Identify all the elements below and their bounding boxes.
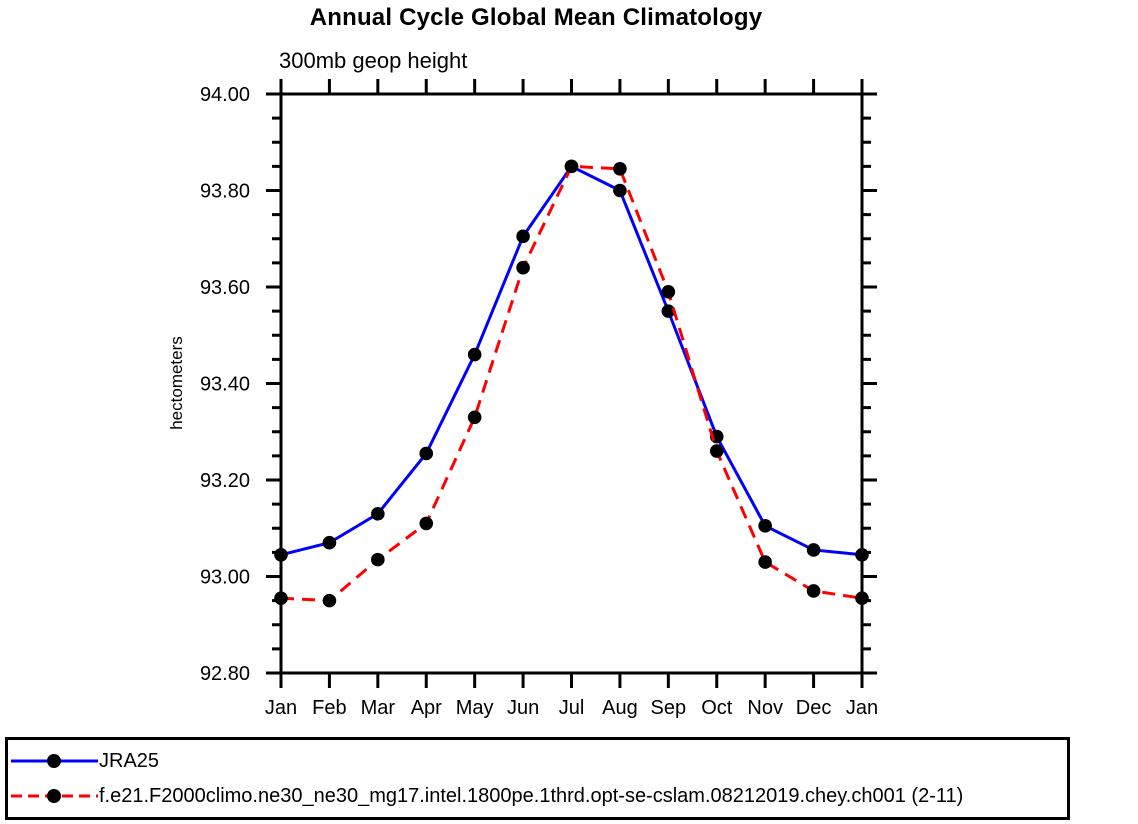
- legend-item-jra25: JRA25: [11, 749, 159, 773]
- series-marker-jra25: [613, 183, 627, 198]
- x-axis-tick-label: Dec: [796, 697, 832, 719]
- legend-marker-dot: [47, 789, 61, 803]
- y-axis-tick-label: 94.00: [200, 84, 250, 106]
- series-marker-model-run: [613, 161, 627, 176]
- x-axis-tick-label: Nov: [747, 697, 783, 719]
- series-marker-model-run: [758, 555, 772, 569]
- y-axis-tick-label: 93.00: [200, 567, 250, 589]
- x-axis-tick-label: Jun: [507, 697, 539, 719]
- series-marker-model-run: [467, 410, 482, 425]
- x-axis-tick-label: Jan: [265, 697, 297, 719]
- y-axis-tick-label: 93.60: [200, 277, 250, 299]
- series-marker-jra25: [371, 506, 385, 521]
- legend-line-sample-dashed: [11, 789, 98, 803]
- series-marker-jra25: [419, 446, 434, 461]
- x-axis-tick-label: Jul: [559, 697, 585, 719]
- series-marker-jra25: [758, 519, 772, 533]
- x-axis-tick-label: Apr: [411, 697, 442, 719]
- legend-label-jra25: JRA25: [99, 749, 160, 772]
- x-axis-tick-label: Oct: [701, 697, 733, 719]
- series-marker-model-run: [516, 260, 530, 275]
- y-axis-tick-label: 93.80: [200, 181, 250, 203]
- legend-item-model-run: f.e21.F2000climo.ne30_ne30_mg17.intel.18…: [11, 784, 963, 808]
- y-axis-tick-label: 93.40: [200, 374, 250, 396]
- legend-box: JRA25 f.e21.F2000climo.ne30_ne30_mg17.in…: [5, 737, 1070, 820]
- series-marker-jra25: [322, 535, 337, 550]
- x-axis-tick-label: Feb: [312, 697, 346, 719]
- x-axis-tick-label: Jan: [846, 697, 878, 719]
- x-axis-tick-label: May: [456, 697, 494, 719]
- y-axis-tick-label: 93.20: [200, 470, 250, 492]
- series-marker-model-run: [371, 552, 385, 567]
- x-axis-tick-label: Mar: [361, 697, 396, 719]
- series-marker-model-run: [322, 593, 337, 608]
- y-axis-tick-label: 92.80: [200, 663, 250, 685]
- legend-marker-dot: [47, 754, 61, 768]
- series-marker-jra25: [274, 547, 288, 562]
- chart-subtitle: 300mb geop height: [279, 48, 468, 73]
- series-marker-model-run: [855, 591, 869, 606]
- series-marker-model-run: [419, 516, 434, 531]
- series-marker-model-run: [564, 159, 579, 174]
- series-marker-model-run: [806, 584, 821, 598]
- chart-title: Annual Cycle Global Mean Climatology: [309, 4, 763, 31]
- series-marker-jra25: [516, 229, 530, 244]
- series-line-model-run: [280, 164, 863, 603]
- series-marker-model-run: [661, 285, 676, 299]
- legend-line-sample-solid: [11, 754, 98, 768]
- plot-border: [279, 92, 864, 675]
- series-marker-jra25: [806, 543, 821, 557]
- series-marker-jra25: [661, 304, 676, 318]
- series-marker-jra25: [855, 547, 869, 562]
- x-axis-tick-label: Sep: [651, 697, 687, 719]
- x-axis-tick-label: Aug: [602, 697, 638, 719]
- legend-label-model-run: f.e21.F2000climo.ne30_ne30_mg17.intel.18…: [99, 784, 964, 807]
- series-marker-model-run: [274, 591, 288, 606]
- series-marker-jra25: [467, 347, 482, 362]
- series-marker-model-run: [709, 444, 724, 458]
- series-line-jra25: [280, 164, 863, 557]
